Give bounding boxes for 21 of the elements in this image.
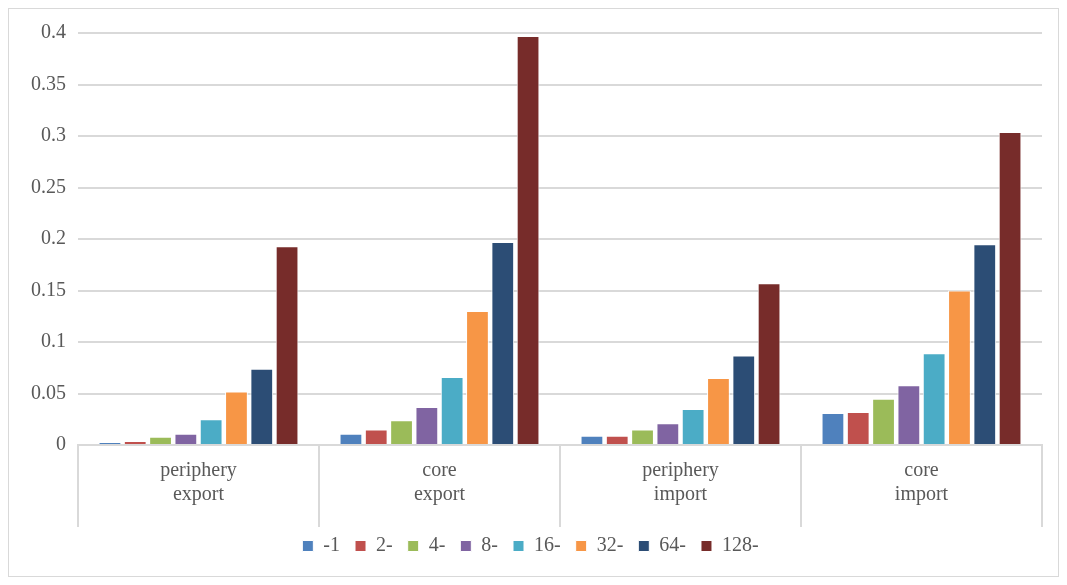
legend-label: 16- [534,533,561,556]
y-tick-label: 0.25 [31,174,66,197]
x-tick-label: core import [894,458,949,506]
legend-label: 64- [659,533,686,556]
y-tick-label: 0.1 [41,329,66,352]
y-tick-label: 0.4 [41,20,66,43]
legend-label: 8- [481,533,499,556]
legend-label: 128- [721,533,759,556]
legend-label: 2- [376,533,393,556]
x-tick-label: periphery export [160,458,237,506]
x-tick-label: periphery import [642,458,719,506]
y-tick-label: 0.3 [41,123,66,146]
x-tick-label: core export [413,458,466,506]
y-tick-label: 0.05 [31,380,66,403]
legend-label: 32- [596,533,624,556]
y-tick-label: 0.2 [41,226,66,249]
legend-label: -1 [323,533,341,556]
y-tick-label: 0 [56,432,66,455]
y-tick-label: 0.35 [31,71,66,94]
y-tick-label: 0.15 [31,277,66,300]
legend-label: 4- [428,533,446,556]
